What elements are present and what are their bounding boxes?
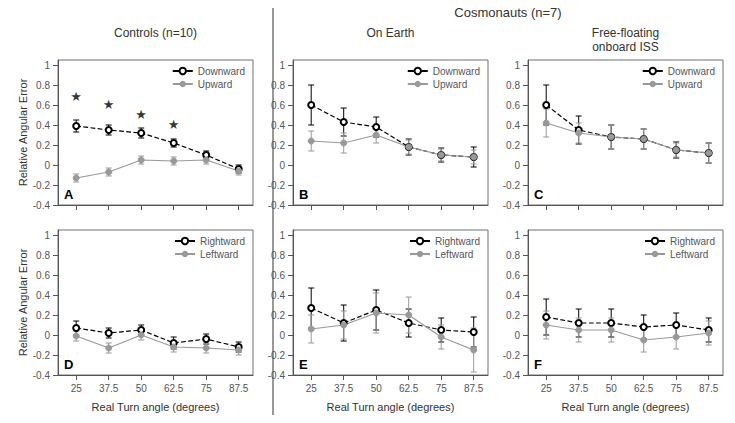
- svg-text:0.8: 0.8: [271, 80, 285, 91]
- svg-text:Real Turn angle (degrees): Real Turn angle (degrees): [562, 401, 690, 413]
- svg-text:25: 25: [306, 383, 318, 394]
- svg-text:-0.2: -0.2: [503, 180, 521, 191]
- svg-text:-0.2: -0.2: [268, 180, 286, 191]
- svg-text:0.6: 0.6: [506, 270, 520, 281]
- svg-text:87.5: 87.5: [464, 383, 484, 394]
- svg-text:Leftward: Leftward: [200, 249, 238, 260]
- svg-text:0.2: 0.2: [506, 140, 520, 151]
- svg-text:0.2: 0.2: [36, 140, 50, 151]
- svg-text:Upward: Upward: [198, 79, 232, 90]
- svg-text:0.6: 0.6: [36, 270, 50, 281]
- svg-text:37.5: 37.5: [99, 383, 119, 394]
- svg-text:0.4: 0.4: [506, 120, 520, 131]
- svg-text:Downward: Downward: [668, 66, 715, 77]
- svg-text:37.5: 37.5: [334, 383, 354, 394]
- svg-text:50: 50: [136, 383, 148, 394]
- svg-text:B: B: [299, 187, 308, 202]
- svg-text:Upward: Upward: [433, 79, 467, 90]
- svg-text:Relative Angular Error: Relative Angular Error: [17, 78, 29, 186]
- svg-text:0.2: 0.2: [506, 310, 520, 321]
- svg-text:★: ★: [168, 117, 180, 132]
- svg-text:On Earth: On Earth: [366, 26, 414, 40]
- svg-text:Leftward: Leftward: [670, 249, 708, 260]
- svg-text:50: 50: [606, 383, 618, 394]
- svg-text:0.8: 0.8: [271, 250, 285, 261]
- svg-text:75: 75: [436, 383, 448, 394]
- svg-text:-0.4: -0.4: [503, 370, 521, 381]
- svg-text:Rightward: Rightward: [670, 236, 715, 247]
- svg-text:Downward: Downward: [198, 66, 245, 77]
- svg-text:75: 75: [671, 383, 683, 394]
- svg-text:1: 1: [514, 230, 520, 241]
- svg-text:87.5: 87.5: [229, 383, 249, 394]
- svg-text:★: ★: [70, 89, 82, 104]
- svg-text:★: ★: [103, 97, 115, 112]
- svg-text:0: 0: [514, 330, 520, 341]
- svg-text:0: 0: [279, 160, 285, 171]
- svg-text:1: 1: [279, 60, 285, 71]
- svg-text:62.5: 62.5: [164, 383, 184, 394]
- svg-text:A: A: [64, 187, 74, 202]
- svg-text:0.8: 0.8: [36, 80, 50, 91]
- svg-text:0.8: 0.8: [506, 250, 520, 261]
- svg-text:25: 25: [541, 383, 553, 394]
- svg-text:Real Turn angle (degrees): Real Turn angle (degrees): [327, 401, 455, 413]
- svg-text:Relative Angular Error: Relative Angular Error: [17, 248, 29, 356]
- svg-text:1: 1: [279, 230, 285, 241]
- svg-text:75: 75: [201, 383, 213, 394]
- svg-text:0.6: 0.6: [36, 100, 50, 111]
- svg-text:E: E: [299, 357, 308, 372]
- svg-text:0.6: 0.6: [271, 270, 285, 281]
- svg-text:Upward: Upward: [668, 79, 702, 90]
- svg-text:C: C: [534, 187, 544, 202]
- svg-text:0.2: 0.2: [36, 310, 50, 321]
- svg-text:0: 0: [44, 330, 50, 341]
- svg-text:0: 0: [279, 330, 285, 341]
- svg-text:-0.2: -0.2: [268, 350, 286, 361]
- svg-text:★: ★: [135, 107, 147, 122]
- svg-text:D: D: [64, 357, 73, 372]
- svg-text:0.2: 0.2: [271, 140, 285, 151]
- svg-text:37.5: 37.5: [569, 383, 589, 394]
- svg-text:1: 1: [514, 60, 520, 71]
- svg-text:0.4: 0.4: [36, 120, 50, 131]
- svg-text:0.4: 0.4: [506, 290, 520, 301]
- svg-text:1: 1: [44, 230, 50, 241]
- svg-text:87.5: 87.5: [699, 383, 719, 394]
- svg-text:0.4: 0.4: [271, 290, 285, 301]
- svg-text:0: 0: [514, 160, 520, 171]
- svg-text:1: 1: [44, 60, 50, 71]
- svg-text:Free-floating: Free-floating: [592, 26, 659, 40]
- svg-text:25: 25: [71, 383, 83, 394]
- svg-text:0.4: 0.4: [271, 120, 285, 131]
- svg-text:0.6: 0.6: [271, 100, 285, 111]
- svg-text:-0.2: -0.2: [33, 180, 51, 191]
- svg-text:-0.4: -0.4: [268, 370, 286, 381]
- svg-text:0.6: 0.6: [506, 100, 520, 111]
- svg-text:Rightward: Rightward: [200, 236, 245, 247]
- svg-text:0.8: 0.8: [36, 250, 50, 261]
- svg-text:-0.4: -0.4: [268, 200, 286, 211]
- svg-text:62.5: 62.5: [399, 383, 419, 394]
- svg-text:Real Turn angle (degrees): Real Turn angle (degrees): [92, 401, 220, 413]
- svg-text:onboard ISS: onboard ISS: [592, 40, 659, 54]
- svg-text:Rightward: Rightward: [435, 236, 480, 247]
- svg-text:0.4: 0.4: [36, 290, 50, 301]
- svg-text:-0.2: -0.2: [503, 350, 521, 361]
- svg-text:-0.4: -0.4: [33, 200, 51, 211]
- svg-text:50: 50: [371, 383, 383, 394]
- svg-text:-0.4: -0.4: [503, 200, 521, 211]
- svg-text:Leftward: Leftward: [435, 249, 473, 260]
- svg-text:F: F: [534, 357, 542, 372]
- svg-text:-0.2: -0.2: [33, 350, 51, 361]
- svg-text:0: 0: [44, 160, 50, 171]
- svg-text:0.8: 0.8: [506, 80, 520, 91]
- svg-text:-0.4: -0.4: [33, 370, 51, 381]
- svg-text:Downward: Downward: [433, 66, 480, 77]
- svg-text:Cosmonauts (n=7): Cosmonauts (n=7): [454, 5, 561, 20]
- svg-text:Controls (n=10): Controls (n=10): [114, 26, 197, 40]
- svg-text:62.5: 62.5: [634, 383, 654, 394]
- svg-text:0.2: 0.2: [271, 310, 285, 321]
